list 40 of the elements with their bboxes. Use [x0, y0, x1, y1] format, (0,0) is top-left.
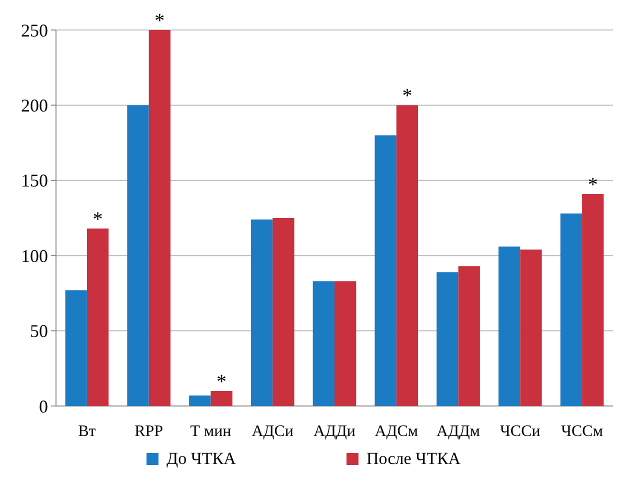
x-tick-label: АДДи	[314, 423, 356, 440]
bar	[86, 228, 109, 406]
annotation: *	[92, 208, 103, 231]
bar	[272, 218, 294, 406]
bar	[189, 395, 211, 406]
y-tick-label: 100	[21, 246, 48, 266]
x-tick-label: ЧССи	[500, 423, 541, 440]
x-tick-label: АДДм	[436, 423, 480, 440]
x-tick-label: Вт	[78, 423, 96, 440]
annotation: *	[216, 370, 227, 393]
x-tick-label: RPP	[134, 423, 164, 440]
y-tick-label: 200	[21, 96, 48, 116]
y-tick-label: 150	[21, 170, 48, 191]
y-tick-label: 50	[30, 321, 48, 342]
x-tick-label: ЧССм	[561, 423, 603, 440]
bar	[560, 213, 582, 406]
bar	[312, 281, 334, 406]
bar	[127, 105, 149, 406]
bar	[148, 30, 170, 406]
bar	[210, 390, 232, 406]
bar	[582, 194, 604, 406]
bar	[334, 281, 356, 406]
bar	[65, 290, 87, 406]
annotation: *	[402, 85, 412, 108]
bar	[436, 272, 458, 406]
y-tick-label: 0	[39, 396, 48, 416]
bar	[520, 250, 542, 406]
x-tick-label: АДСи	[252, 423, 294, 440]
x-tick-label: АДСм	[374, 423, 418, 440]
x-tick-label: Т мин	[190, 423, 232, 440]
bar	[498, 246, 520, 406]
bar	[374, 135, 396, 406]
bar	[458, 266, 480, 406]
bar	[250, 220, 273, 406]
bar	[396, 105, 418, 406]
annotation: *	[588, 174, 598, 196]
annotation: *	[154, 10, 165, 32]
legend-label: После ЧТКА	[366, 449, 462, 468]
y-tick-label: 250	[21, 20, 48, 40]
legend-label: До ЧТКА	[166, 449, 237, 468]
